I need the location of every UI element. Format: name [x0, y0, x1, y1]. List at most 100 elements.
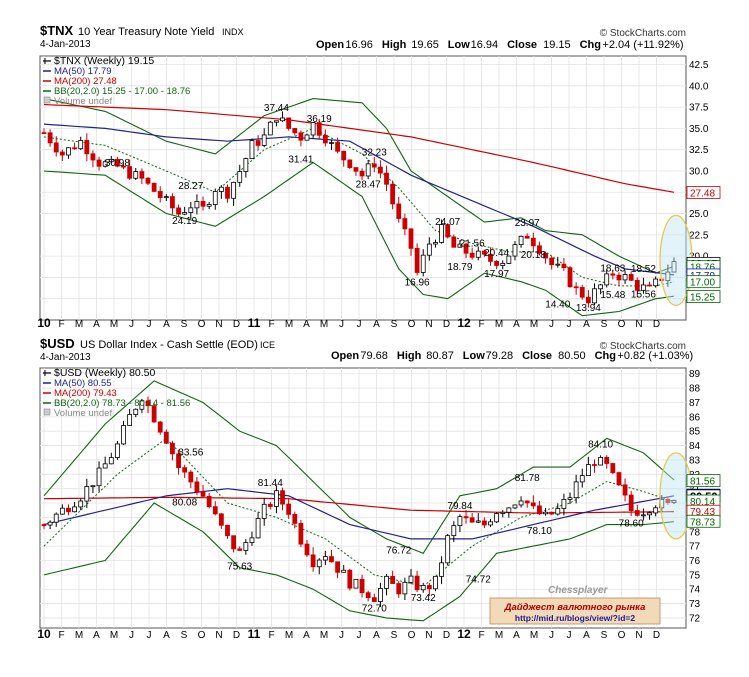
quote-value: 79.28	[486, 350, 514, 362]
candle-body	[671, 261, 677, 273]
candle-body	[457, 243, 463, 248]
x-tick-label: 12	[457, 316, 471, 330]
candle-body	[151, 182, 157, 192]
x-tick-label: A	[513, 630, 520, 641]
x-tick-label: N	[425, 319, 432, 330]
price-annotation: 84.10	[588, 440, 613, 451]
y-tick-label: 37.5	[689, 103, 709, 114]
x-tick-label: A	[583, 319, 590, 330]
right-value-box	[686, 290, 721, 303]
x-tick-label: A	[93, 319, 100, 330]
candle-body	[108, 457, 114, 465]
right-value-label: 79.43	[690, 507, 715, 518]
candle-body	[261, 134, 267, 146]
candle-body	[512, 504, 518, 509]
candle-body	[249, 140, 255, 159]
price-annotation: 20.44	[484, 248, 509, 259]
candle-body	[426, 243, 432, 256]
candle-body	[78, 140, 84, 150]
x-tick-label: N	[215, 319, 222, 330]
price-annotation: 72.70	[362, 603, 387, 614]
x-tick-label: J	[129, 319, 134, 330]
right-value-label: 18.76	[690, 263, 715, 274]
x-tick-label: D	[443, 319, 450, 330]
right-value-label: 17.00	[690, 278, 715, 289]
candle-body	[84, 486, 90, 502]
candle-body	[292, 513, 298, 524]
candle-body	[151, 405, 157, 423]
candle-body	[322, 134, 328, 144]
candle-body	[439, 224, 444, 243]
candle-body	[561, 263, 567, 269]
candle-body	[390, 183, 396, 205]
candle-body	[463, 243, 469, 254]
candle-body	[66, 147, 71, 156]
candle-body	[512, 244, 518, 257]
quote-value: 16.94	[471, 39, 499, 51]
candle-body	[475, 250, 481, 258]
candle-body	[622, 274, 628, 281]
x-tick-label: 10	[37, 627, 51, 641]
candle-body	[604, 273, 610, 286]
candle-body	[84, 140, 90, 155]
price-annotation: 18.52	[631, 264, 656, 275]
candle-body	[329, 556, 334, 563]
candle-body	[647, 284, 652, 287]
candle-body	[310, 554, 316, 568]
candle-body	[96, 467, 102, 487]
candle-body	[598, 457, 604, 466]
x-tick-label: 12	[457, 627, 471, 641]
x-tick-label: O	[618, 630, 626, 641]
quote-label: High	[382, 39, 407, 51]
right-value-label: 81.56	[690, 477, 715, 488]
candle-body	[390, 575, 396, 584]
price-annotation: 36.19	[307, 114, 332, 125]
candle-body	[139, 171, 145, 179]
candle-body	[200, 491, 206, 497]
candle-body	[188, 471, 194, 483]
x-tick-label: M	[75, 630, 83, 641]
candle-body	[188, 207, 194, 213]
candle-body	[647, 512, 652, 516]
candle-body	[243, 542, 249, 551]
candle-body	[616, 274, 622, 281]
tnx-panel: 10 F M A M J J A S O N D 11 F M A M J J A S O N D 12 F M A M J J A S O N D4…	[37, 55, 721, 330]
candle-body	[261, 503, 267, 519]
right-value-box	[686, 186, 721, 199]
right-value-box	[686, 514, 721, 528]
candle-body	[653, 278, 659, 287]
x-tick-label: D	[443, 630, 450, 641]
candle-body	[579, 475, 585, 483]
candle-body	[237, 171, 243, 183]
candle-body	[157, 191, 163, 198]
candle-body	[182, 467, 188, 473]
quote-value: 16.96	[345, 39, 373, 51]
candle-body	[78, 500, 84, 508]
candle-body	[610, 273, 616, 276]
candle-body	[218, 186, 224, 192]
exchange-tnx: INDX	[222, 27, 244, 37]
candle-body	[225, 186, 230, 199]
x-tick-label: M	[495, 319, 503, 330]
candle-body	[72, 147, 77, 150]
x-tick-label: 11	[248, 627, 261, 641]
legend-entry: BB(20,2.0) 78.73 - 80.14 - 81.56	[54, 398, 190, 409]
right-value-label: 80.14	[690, 497, 715, 508]
candle-body	[231, 181, 237, 199]
candle-body	[41, 524, 47, 526]
candle-body	[592, 464, 597, 466]
quote-label: Chg	[580, 39, 601, 51]
candle-body	[255, 518, 261, 539]
x-tick-label: M	[285, 319, 293, 330]
candle-body	[280, 117, 285, 122]
candle-body	[628, 274, 634, 281]
x-tick-label: S	[601, 319, 608, 330]
candle-body	[445, 224, 451, 238]
candle-body	[225, 524, 230, 537]
candle-body	[163, 431, 169, 444]
x-tick-label: O	[198, 319, 206, 330]
x-tick-label: F	[58, 630, 64, 641]
candle-body	[53, 142, 59, 153]
candle-body	[329, 142, 334, 144]
candle-body	[163, 196, 169, 199]
